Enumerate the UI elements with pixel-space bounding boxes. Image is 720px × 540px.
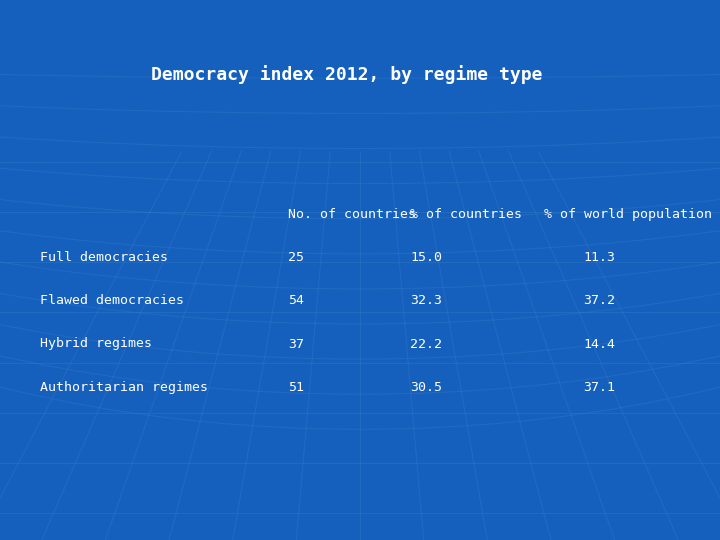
Text: Hybrid regimes: Hybrid regimes [40,338,152,350]
Text: 22.2: 22.2 [410,338,442,350]
Text: Authoritarian regimes: Authoritarian regimes [40,381,207,394]
Text: % of world population: % of world population [544,208,711,221]
Text: 11.3: 11.3 [583,251,615,264]
Text: 37.1: 37.1 [583,381,615,394]
Text: Democracy index 2012, by regime type: Democracy index 2012, by regime type [151,65,543,84]
Text: 30.5: 30.5 [410,381,442,394]
Text: 37: 37 [288,338,304,350]
Text: 54: 54 [288,294,304,307]
Text: 14.4: 14.4 [583,338,615,350]
Text: 51: 51 [288,381,304,394]
Text: 25: 25 [288,251,304,264]
Text: Flawed democracies: Flawed democracies [40,294,184,307]
Text: Full democracies: Full democracies [40,251,168,264]
Text: 15.0: 15.0 [410,251,442,264]
Text: 32.3: 32.3 [410,294,442,307]
Text: 37.2: 37.2 [583,294,615,307]
Text: No. of countries: No. of countries [288,208,416,221]
Text: % of countries: % of countries [410,208,523,221]
